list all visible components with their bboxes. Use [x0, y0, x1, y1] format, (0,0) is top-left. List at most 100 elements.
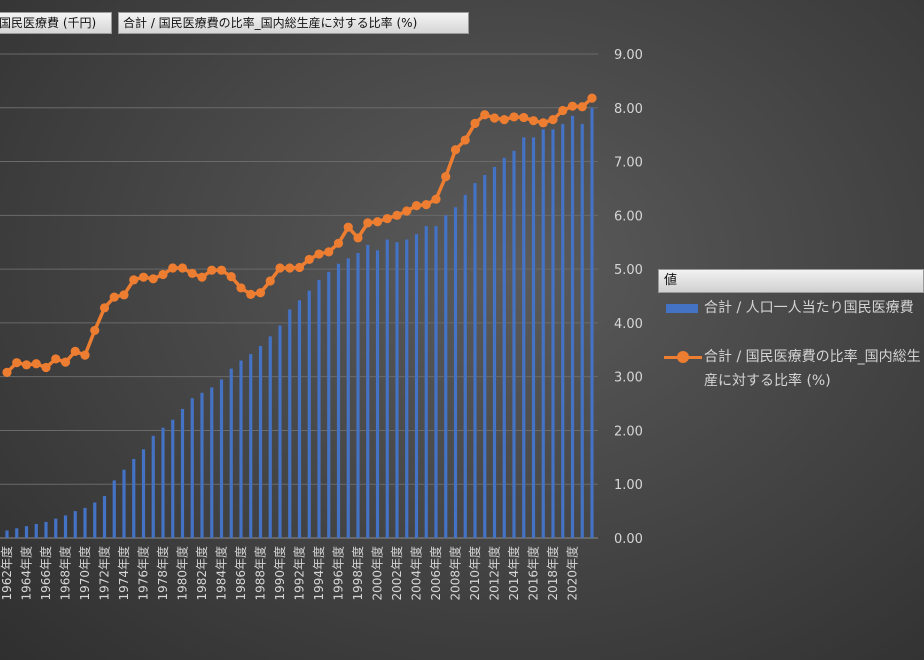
- bar: [83, 507, 87, 538]
- bar: [483, 175, 487, 538]
- bar: [551, 129, 555, 539]
- x-tick-label: 1964年度: [19, 546, 34, 601]
- legend-title[interactable]: 値: [658, 269, 924, 293]
- bar: [307, 290, 311, 538]
- x-tick-label: 1982年度: [194, 546, 209, 601]
- bar: [327, 271, 331, 538]
- bar: [288, 309, 292, 538]
- line-point: [148, 274, 158, 284]
- bar: [512, 150, 516, 539]
- line-point: [294, 262, 305, 273]
- line-point: [548, 115, 558, 125]
- x-tick-label: 1978年度: [155, 546, 170, 601]
- x-tick-label: 2010年度: [467, 546, 482, 601]
- y-axis-tick-labels: 0.00 1.00 2.00 3.00 4.00 5.00 6.00 7.00 8.00 9.00: [614, 48, 643, 547]
- line-point: [509, 112, 519, 122]
- line-series: [2, 93, 597, 377]
- bar: [171, 419, 175, 538]
- line-point: [528, 116, 539, 126]
- x-tick-label: 2016年度: [526, 546, 541, 601]
- bar: [278, 325, 282, 538]
- legend-swatch-marker: [677, 351, 689, 363]
- line-point: [255, 288, 266, 298]
- line-point: [177, 263, 188, 273]
- bar: [34, 524, 38, 538]
- line-point: [314, 249, 324, 259]
- x-tick-label: 1976年度: [136, 546, 151, 601]
- bar: [366, 244, 370, 538]
- legend-label-bar: 合計 / 人口一人当たり国民医療費: [704, 300, 914, 316]
- x-tick-label: 1990年度: [272, 546, 287, 601]
- line-point: [119, 290, 129, 300]
- field-button-gdp-ratio[interactable]: 合計 / 国民医療費の比率_国内総生産に対する比率 (%): [118, 12, 469, 34]
- line-point: [343, 222, 353, 232]
- line-point: [187, 268, 197, 279]
- x-tick-label: 1962年度: [0, 546, 14, 601]
- field-button-medical-cost[interactable]: 国民医療費 (千円): [0, 12, 112, 34]
- line-point: [333, 238, 344, 248]
- bar: [180, 408, 185, 538]
- bar: [590, 107, 594, 539]
- bar: [297, 300, 302, 538]
- line-point: [431, 194, 441, 204]
- line-point: [382, 213, 392, 224]
- bar: [122, 469, 126, 538]
- line-point: [285, 263, 295, 273]
- line-point: [324, 247, 334, 257]
- line-point: [519, 112, 529, 123]
- y-tick-label: 3.00: [614, 371, 643, 386]
- bar: [151, 435, 155, 538]
- x-tick-label: 1992年度: [292, 546, 307, 601]
- bar: [239, 360, 243, 538]
- line-point: [480, 110, 490, 120]
- bar: [444, 215, 448, 539]
- bar: [24, 526, 29, 538]
- y-tick-label: 5.00: [614, 263, 643, 278]
- line-point: [499, 115, 509, 125]
- x-tick-label: 1968年度: [58, 546, 73, 601]
- line-point: [265, 276, 275, 286]
- line-point: [460, 135, 470, 145]
- x-tick-label: 1996年度: [331, 546, 346, 601]
- x-tick-label: 2000年度: [370, 546, 385, 601]
- line-point: [168, 263, 178, 273]
- x-tick-label: 2004年度: [409, 546, 424, 601]
- bar: [502, 157, 506, 538]
- line-point: [246, 289, 256, 299]
- bar: [268, 336, 272, 538]
- line-point: [197, 272, 207, 282]
- bar: [229, 368, 233, 538]
- bar: [580, 123, 584, 539]
- legend-swatch-bar: [666, 304, 698, 313]
- bar: [453, 207, 458, 538]
- x-tick-label: 2020年度: [565, 546, 580, 601]
- x-tick-label: 2002年度: [389, 546, 404, 601]
- legend-label-line: 合計 / 国民医療費の比率_国内総生産に対する比率 (%): [704, 349, 921, 389]
- bar: [522, 137, 526, 538]
- x-axis-tick-labels: 1962年度 1964年度 1966年度 1968年度 1970年度 1972年度 1974…: [0, 546, 580, 601]
- x-tick-label: 2008年度: [448, 546, 463, 601]
- bar: [541, 129, 545, 539]
- line-point: [236, 283, 246, 293]
- bar: [356, 252, 360, 538]
- bar: [93, 502, 97, 538]
- bar: [5, 530, 9, 538]
- bar: [219, 379, 224, 538]
- bar: [132, 458, 136, 538]
- line-point: [158, 269, 168, 280]
- bar-series: [5, 107, 594, 539]
- bar: [463, 194, 467, 539]
- bar: [424, 226, 428, 539]
- x-tick-label: 1986年度: [233, 546, 248, 601]
- line-point: [421, 199, 431, 210]
- x-tick-label: 2014年度: [506, 546, 521, 601]
- bar: [44, 521, 48, 538]
- x-tick-label: 1972年度: [97, 546, 112, 601]
- bar: [200, 392, 204, 538]
- bar: [473, 183, 477, 539]
- line-point: [363, 218, 373, 228]
- y-tick-label: 0.00: [614, 532, 643, 547]
- line-point: [60, 357, 71, 367]
- line-point: [577, 102, 587, 112]
